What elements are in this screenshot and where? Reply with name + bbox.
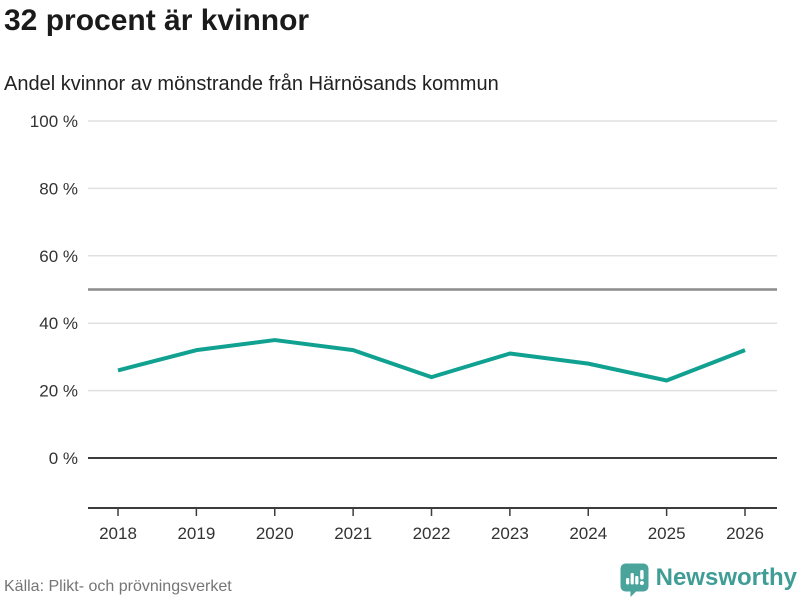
x-tick-label: 2025 [648, 524, 686, 543]
y-tick-label: 40 % [39, 314, 78, 333]
x-tick-label: 2026 [726, 524, 764, 543]
data-line-andel-kvinnor [117, 338, 746, 383]
logo-exclamation-dot [639, 581, 644, 585]
x-tick-label: 2018 [99, 524, 137, 543]
logo-exclamation-stroke [639, 570, 644, 580]
x-tick-label: 2024 [569, 524, 607, 543]
y-tick-label: 60 % [39, 247, 78, 266]
x-tick-label: 2022 [413, 524, 451, 543]
y-tick-label: 100 % [30, 112, 78, 131]
chart-subtitle: Andel kvinnor av mönstrande från Härnösa… [4, 73, 499, 95]
y-tick-label: 20 % [39, 382, 78, 401]
newsworthy-logo-icon [620, 563, 649, 597]
newsworthy-logo: Newsworthy [619, 562, 797, 597]
page-title: 32 procent är kvinnor [4, 4, 310, 37]
x-tick-label: 2023 [491, 524, 529, 543]
logo-bar-medium [634, 576, 639, 585]
x-tick-label: 2021 [334, 524, 372, 543]
logo-bubble-shape [620, 563, 649, 597]
y-tick-label: 80 % [39, 179, 78, 198]
source-caption: Källa: Plikt- och prövningsverket [4, 578, 232, 595]
logo-bar-tall [630, 573, 634, 585]
x-tick-label: 2019 [177, 524, 215, 543]
y-tick-label: 0 % [49, 449, 78, 468]
brand-name: Newsworthy [655, 563, 797, 591]
x-tick-label: 2020 [256, 524, 294, 543]
logo-bar-short [625, 578, 629, 585]
